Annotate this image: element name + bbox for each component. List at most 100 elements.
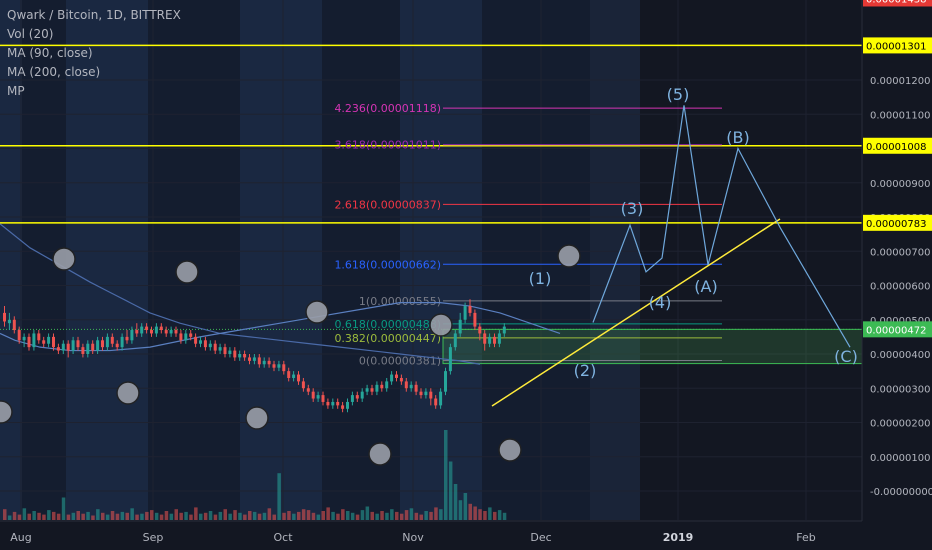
volume-bar [213,514,218,520]
wave-label: (C) [834,347,858,366]
moving-averages [0,223,561,365]
candle-body [56,347,60,351]
price-axis[interactable]: 0.000012000.000011000.000010000.00000900… [861,0,932,550]
price-tag [863,37,932,54]
volume-bar [3,509,7,520]
mp-circle [0,400,13,424]
time-tick-label: Aug [10,531,31,544]
mp-circle [175,260,199,284]
price-axis-bg [862,0,932,550]
candle-body [321,395,325,402]
candle-body [257,357,261,365]
mp-circle [305,300,329,324]
candle-body [7,319,11,324]
fib-label: 4.236(0.00001118) [334,102,441,115]
candle-body [203,340,207,348]
candle-body [135,330,139,334]
candle-body [360,391,364,399]
mp-circle [498,438,522,462]
candle-body [105,336,109,348]
candle-body [473,312,477,327]
volume-bar [96,509,100,520]
candle-body [169,330,173,334]
candle-body [306,388,310,392]
volume-bar [444,430,448,520]
candle-body [101,340,104,348]
ma200-indicator-label[interactable]: MA (200, close) [7,65,101,79]
volume-bar [189,514,193,520]
volume-bar [130,508,134,520]
candle-body [208,343,212,348]
candle-body [130,330,134,341]
candle-body [468,306,472,313]
trend-line [491,218,781,407]
volume-indicator-label[interactable]: Vol (20) [7,27,54,41]
candle-body [404,381,408,389]
volume-bar [194,507,198,520]
time-tick-label: Nov [402,531,424,544]
volume-bar [385,512,389,520]
volume-bar [184,511,188,520]
volume-bar [282,512,286,520]
volume-bar [301,509,306,520]
volume-bar [101,512,105,520]
chart-legend: Qwark / Bitcoin, 1D, BITTREX Vol (20) MA… [7,6,181,101]
projection-path [592,105,851,348]
candle-body [174,330,178,334]
candle-body [493,336,496,344]
candle-body [326,401,330,406]
candle-body [497,333,501,344]
time-axis-bg [0,521,932,550]
volume-bar [179,512,183,520]
candle-body [277,364,281,368]
volume-bar [145,511,149,520]
symbol-title[interactable]: Qwark / Bitcoin, 1D, BITTREX [7,8,181,22]
volume-bar [306,510,311,520]
candle-body [228,350,232,354]
volume-bar [409,508,414,520]
candle-body [96,340,100,351]
volume-bar [404,510,409,520]
mp-indicator-label[interactable]: MP [7,84,25,98]
wave-labels: (1) (2) (3) (4) (5) (A) (B) (C) [529,85,858,380]
candle-body [375,384,379,392]
volume-bar [493,511,497,520]
candle-body [243,354,247,358]
candle-body [453,333,457,348]
candle-body [336,401,340,406]
volume-bar [174,509,178,520]
candle-body [252,357,256,361]
candle-body [346,401,349,409]
volume-bar [292,513,296,520]
wave-label: (4) [649,293,672,312]
volume-bar [37,512,41,520]
candle-body [52,336,55,348]
candle-body [233,350,237,358]
time-tick-label: Oct [273,531,293,544]
volume-bar [395,511,399,520]
candle-body [91,343,95,351]
candle-body [292,374,296,378]
volume-bar [355,514,360,520]
volume-bar [140,513,144,520]
candle-body [140,326,144,334]
candle-body [3,312,6,322]
uptrend-line [491,218,781,407]
candle-body [27,336,31,348]
fib-label: 1(0.00000555) [359,295,441,308]
history-shade [0,0,590,520]
volume-bar [243,514,247,520]
time-axis[interactable]: Aug Sep Oct Nov Dec 2019 Feb [0,520,932,550]
ma90-indicator-label[interactable]: MA (90, close) [7,46,93,60]
ma90-line [0,302,561,352]
candle-body [429,391,433,399]
candle-body [238,354,242,358]
volume-bar [248,511,252,520]
volume-bars [3,430,507,520]
candle-body [409,384,413,389]
candle-body [262,360,266,365]
volume-bar [199,513,203,520]
fib-label: 2.618(0.00000837) [334,198,441,211]
candle-body [125,336,129,341]
